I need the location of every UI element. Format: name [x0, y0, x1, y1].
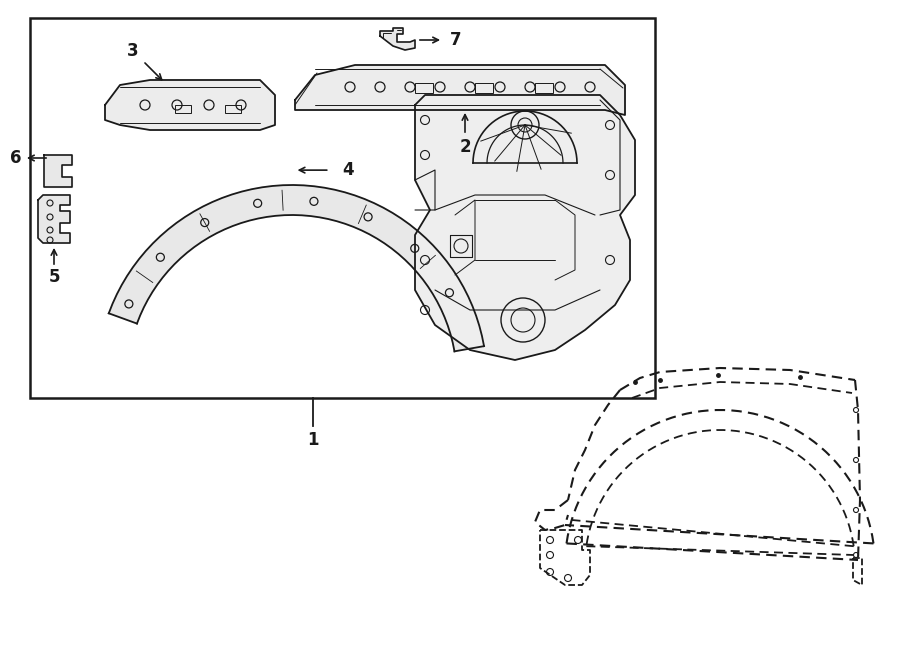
- Text: 2: 2: [459, 138, 471, 156]
- Bar: [475, 83, 493, 93]
- Polygon shape: [38, 195, 70, 243]
- Bar: [535, 83, 553, 93]
- Polygon shape: [109, 185, 484, 352]
- Polygon shape: [380, 28, 415, 50]
- Text: 5: 5: [49, 268, 59, 286]
- Polygon shape: [415, 95, 635, 360]
- Text: 7: 7: [450, 31, 462, 49]
- Bar: [225, 105, 241, 113]
- Polygon shape: [44, 155, 72, 187]
- Text: 4: 4: [343, 161, 355, 179]
- Bar: [30, 18, 655, 398]
- Text: 6: 6: [10, 149, 22, 167]
- Bar: [415, 83, 433, 93]
- Text: 1: 1: [307, 431, 319, 449]
- Text: 3: 3: [127, 42, 139, 60]
- Polygon shape: [105, 80, 275, 130]
- Bar: [175, 105, 191, 113]
- Polygon shape: [295, 65, 625, 115]
